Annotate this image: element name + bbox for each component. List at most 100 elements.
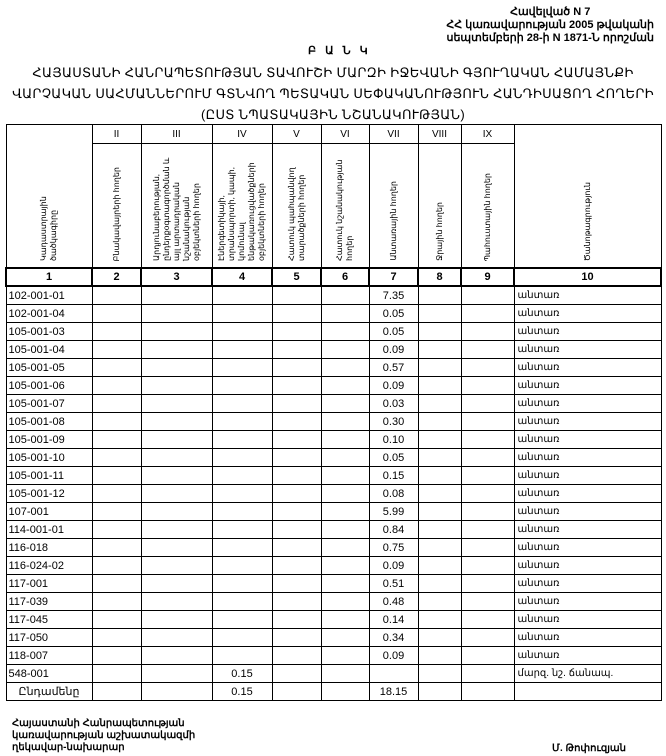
energy-land-value <box>211 394 273 413</box>
note-cell: անտառ <box>513 538 662 557</box>
energy-land-value <box>211 484 273 503</box>
table-row: 118-007 0.09 անտառ <box>5 646 662 665</box>
empty-cell <box>140 484 213 503</box>
note-cell: անտառ <box>513 502 662 521</box>
header-label: Ծանոթագրություն <box>582 181 592 261</box>
energy-land-value <box>211 358 273 377</box>
cadastral-code: 105-001-12 <box>5 484 93 503</box>
empty-cell <box>320 556 370 575</box>
empty-cell <box>140 376 213 395</box>
empty-cell <box>271 646 322 665</box>
empty-cell <box>271 574 322 593</box>
header-label: Պահուստային հողեր <box>482 172 492 261</box>
forest-land-value: 7.35 <box>368 285 419 305</box>
cadastral-code: 105-001-09 <box>5 430 93 449</box>
roman-numeral-cell: III <box>140 124 213 144</box>
empty-cell <box>91 340 142 359</box>
table-row: 102-001-01 7.35 անտառ <box>5 285 662 305</box>
energy-land-value <box>211 412 273 431</box>
forest-land-value: 0.15 <box>368 466 419 485</box>
empty-cell <box>91 628 142 647</box>
empty-cell <box>513 682 662 701</box>
cadastral-code: 116-018 <box>5 538 93 557</box>
empty-cell <box>460 502 515 521</box>
empty-cell <box>91 285 142 305</box>
empty-cell <box>140 466 213 485</box>
empty-cell <box>140 646 213 665</box>
empty-cell <box>417 628 462 647</box>
empty-cell <box>140 304 213 323</box>
forest-land-value: 5.99 <box>368 502 419 521</box>
empty-cell <box>271 538 322 557</box>
empty-cell <box>140 556 213 575</box>
cadastral-code: 117-001 <box>5 574 93 593</box>
forest-land-value: 0.30 <box>368 412 419 431</box>
cadastral-code: 117-050 <box>5 628 93 647</box>
note-cell: անտառ <box>513 412 662 431</box>
roman-numeral-cell: V <box>271 124 322 144</box>
empty-cell <box>320 376 370 395</box>
empty-cell <box>271 664 322 683</box>
header-cell: Ծանոթագրություն <box>513 124 662 269</box>
forest-land-value: 0.05 <box>368 322 419 341</box>
empty-cell <box>271 322 322 341</box>
cadastral-code: 116-024-02 <box>5 556 93 575</box>
energy-land-value <box>211 376 273 395</box>
empty-cell <box>320 682 370 701</box>
table-row: 114-001-01 0.84 անտառ <box>5 520 662 539</box>
note-cell: անտառ <box>513 394 662 413</box>
empty-cell <box>91 646 142 665</box>
column-number: 4 <box>211 267 273 287</box>
empty-cell <box>417 664 462 683</box>
empty-cell <box>271 520 322 539</box>
empty-cell <box>417 340 462 359</box>
table-row: 105-001-05 0.57 անտառ <box>5 358 662 377</box>
empty-cell <box>320 430 370 449</box>
empty-cell <box>140 664 213 683</box>
empty-cell <box>320 520 370 539</box>
note-cell: անտառ <box>513 646 662 665</box>
cadastral-code: 114-001-01 <box>5 520 93 539</box>
title-line: (ԸՍՏ ՆՊԱՏԱԿԱՅԻՆ ՆՇԱՆԱԿՈՒԹՅԱՆ) <box>201 107 465 122</box>
land-table: Կադաստրային ծածկագիրը II III IV V VI VII VIII IX… <box>5 124 662 701</box>
forest-land-value: 0.57 <box>368 358 419 377</box>
empty-cell <box>271 285 322 305</box>
empty-cell <box>91 484 142 503</box>
empty-cell <box>271 628 322 647</box>
energy-land-value <box>211 502 273 521</box>
table-row: 116-018 0.75 անտառ <box>5 538 662 557</box>
energy-land-value <box>211 340 273 359</box>
signature-title: Հայաստանի Հանրապետության կառավարության ա… <box>12 718 195 754</box>
empty-cell <box>91 466 142 485</box>
table-row: 117-039 0.48 անտառ <box>5 592 662 611</box>
forest-land-value: 0.34 <box>368 628 419 647</box>
table-row: 105-001-08 0.30 անտառ <box>5 412 662 431</box>
empty-cell <box>91 592 142 611</box>
cadastral-code: 117-045 <box>5 610 93 629</box>
empty-cell <box>320 502 370 521</box>
empty-cell <box>460 466 515 485</box>
table-row: 105-001-07 0.03 անտառ <box>5 394 662 413</box>
empty-cell <box>320 664 370 683</box>
cadastral-code: 105-001-11 <box>5 466 93 485</box>
empty-cell <box>417 430 462 449</box>
empty-cell <box>460 574 515 593</box>
empty-cell <box>140 538 213 557</box>
empty-cell <box>320 628 370 647</box>
energy-land-value <box>211 628 273 647</box>
note-cell: անտառ <box>513 376 662 395</box>
empty-cell <box>320 466 370 485</box>
empty-cell <box>91 682 142 701</box>
energy-land-value <box>211 610 273 629</box>
empty-cell <box>417 394 462 413</box>
empty-cell <box>460 592 515 611</box>
empty-cell <box>91 520 142 539</box>
empty-cell <box>271 556 322 575</box>
empty-cell <box>460 304 515 323</box>
energy-land-value <box>211 556 273 575</box>
forest-land-value: 0.09 <box>368 646 419 665</box>
table-row: 117-001 0.51 անտառ <box>5 574 662 593</box>
annex-line: ՀՀ կառավարության 2005 թվականի <box>446 19 654 31</box>
cadastral-code: 117-039 <box>5 592 93 611</box>
signature-line: կառավարության աշխատակազմի <box>12 730 196 741</box>
